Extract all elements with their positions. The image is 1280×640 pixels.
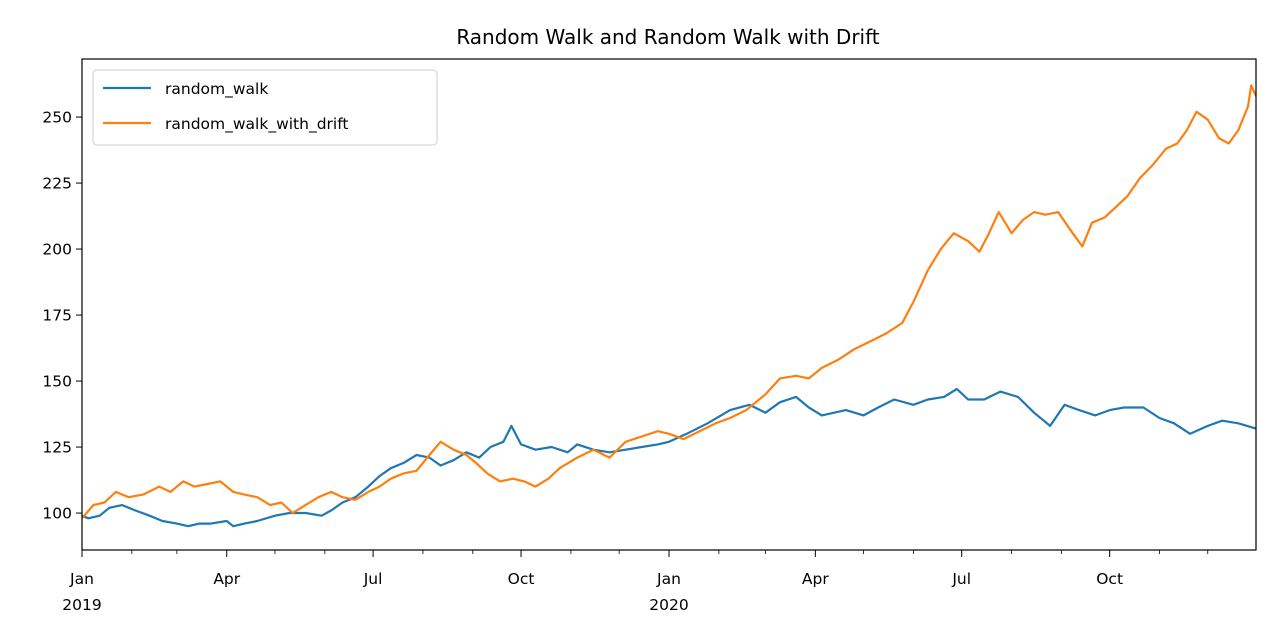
y-tick-label: 250 (42, 109, 72, 127)
legend-entry-label: random_walk_with_drift (165, 115, 349, 134)
x-tick-year-label: 2020 (649, 596, 688, 614)
x-tick-label: Jul (363, 570, 383, 588)
x-tick-year-label: 2019 (62, 596, 101, 614)
x-tick-label: Oct (508, 570, 535, 588)
x-tick-label: Oct (1096, 570, 1123, 588)
legend: random_walk random_walk_with_drift (92, 69, 438, 146)
series-layer (81, 84, 1258, 528)
x-tick-label: Apr (802, 570, 829, 588)
chart-title: Random Walk and Random Walk with Drift (456, 25, 879, 49)
x-tick-label: Jul (951, 570, 971, 588)
x-tick-label: Jan (656, 570, 681, 588)
y-tick-label: 175 (42, 307, 72, 325)
x-tick-label: Jan (69, 570, 94, 588)
y-tick-label: 125 (42, 439, 72, 457)
y-tick-label: 200 (42, 241, 72, 259)
y-tick-label: 150 (42, 373, 72, 391)
series-line-random-walk-with-drift (81, 84, 1258, 520)
series-line-random-walk (81, 387, 1257, 528)
axes-layer: 100 125 150 175 200 225 250 Jan 2019 Apr Jul Oct Jan… (42, 109, 1209, 614)
y-tick-label: 100 (42, 505, 72, 523)
y-tick-label: 225 (42, 175, 72, 193)
legend-box (92, 69, 438, 146)
x-tick-label: Apr (213, 570, 240, 588)
legend-entry-label: random_walk (165, 80, 268, 99)
